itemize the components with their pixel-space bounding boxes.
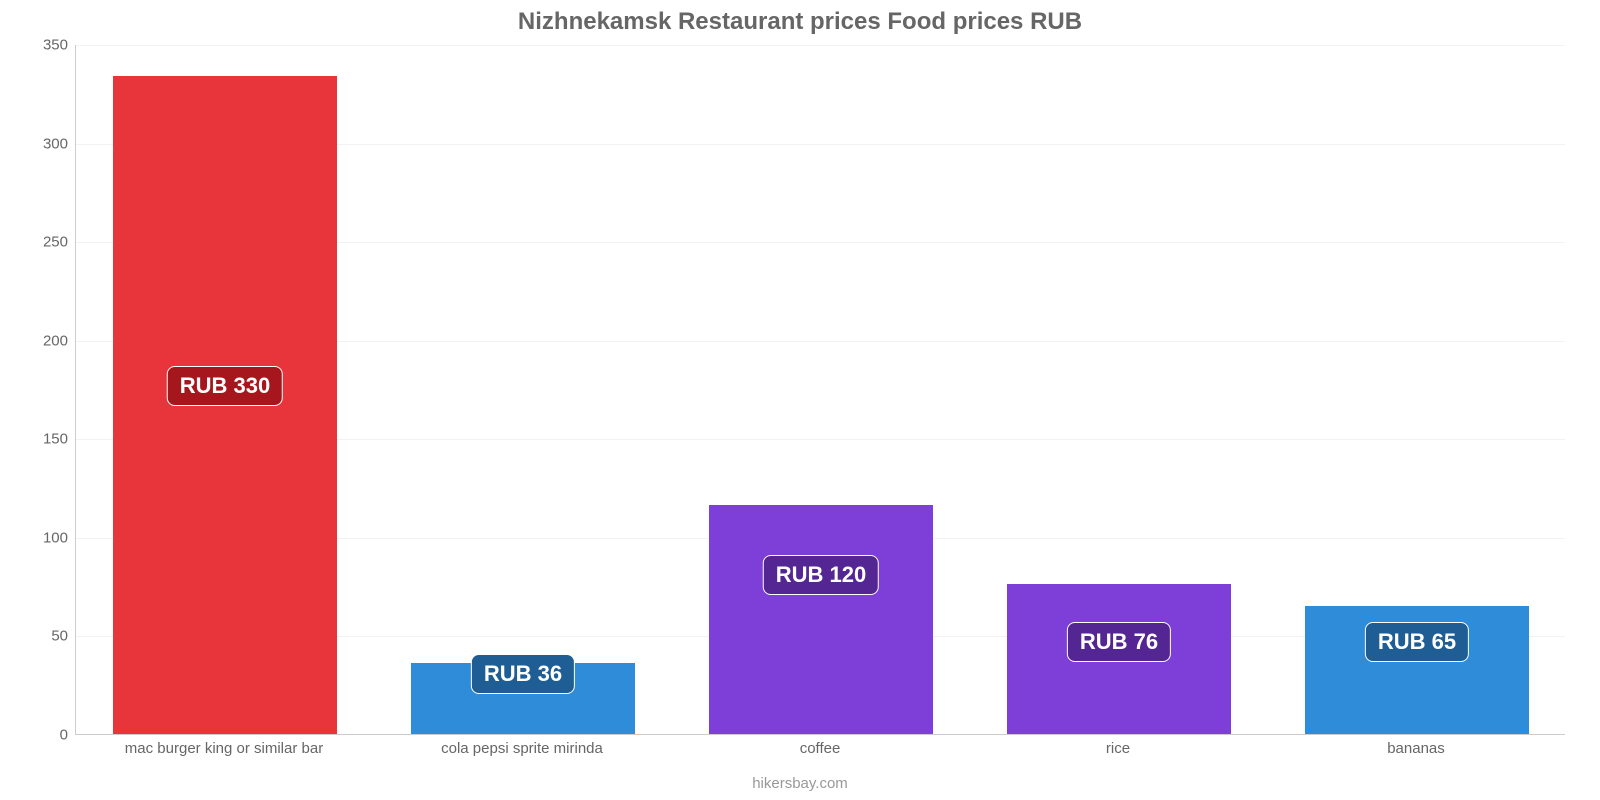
bar-value-label: RUB 120: [763, 555, 879, 595]
bar-value-label: RUB 330: [167, 366, 283, 406]
ytick-label: 250: [43, 234, 68, 251]
bar-value-label: RUB 76: [1067, 622, 1171, 662]
plot-area: RUB 330 RUB 36 RUB 120 RUB 76 RUB 65: [75, 45, 1565, 735]
chart-title: Nizhnekamsk Restaurant prices Food price…: [0, 8, 1600, 36]
ytick-label: 200: [43, 332, 68, 349]
ytick-label: 150: [43, 431, 68, 448]
ytick-label: 50: [51, 628, 68, 645]
bar-value-label: RUB 36: [471, 654, 575, 694]
gridline: [76, 45, 1565, 46]
ytick-label: 0: [60, 727, 68, 744]
ytick-label: 350: [43, 37, 68, 54]
bar-chart: Nizhnekamsk Restaurant prices Food price…: [0, 0, 1600, 800]
bar: [709, 505, 933, 734]
attribution-text: hikersbay.com: [0, 775, 1600, 792]
xtick-label: mac burger king or similar bar: [125, 740, 323, 757]
bar-value-label: RUB 65: [1365, 622, 1469, 662]
xtick-label: coffee: [800, 740, 841, 757]
ytick-label: 100: [43, 529, 68, 546]
xtick-label: bananas: [1387, 740, 1445, 757]
xtick-label: rice: [1106, 740, 1130, 757]
ytick-label: 300: [43, 135, 68, 152]
xtick-label: cola pepsi sprite mirinda: [441, 740, 603, 757]
